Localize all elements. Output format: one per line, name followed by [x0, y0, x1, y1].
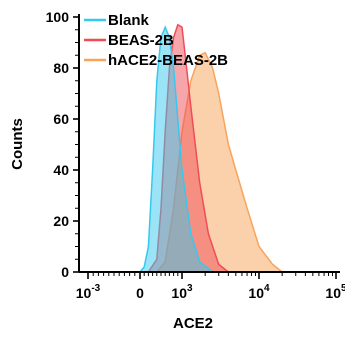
y-tick-label: 100: [46, 9, 70, 25]
legend-label: Blank: [108, 12, 150, 29]
legend-label: hACE2-BEAS-2B: [108, 52, 228, 69]
x-tick-label: 105: [325, 283, 345, 301]
y-ticks: 0 20 40 60 80 100: [46, 9, 79, 280]
x-tick-label: 0: [136, 285, 144, 301]
y-tick-label: 20: [53, 213, 69, 229]
x-ticks: 10-3 0 103 104 105: [76, 272, 345, 301]
x-tick-label: 10-3: [76, 283, 101, 301]
y-tick-label: 0: [61, 264, 69, 280]
y-axis-title: Counts: [9, 118, 26, 170]
x-axis-title: ACE2: [173, 315, 213, 332]
x-tick-label: 104: [248, 283, 270, 301]
y-tick-label: 80: [53, 60, 69, 76]
series-area-blank: [124, 25, 215, 273]
y-tick-label: 40: [53, 162, 69, 178]
legend-label: BEAS-2B: [108, 32, 174, 49]
legend: Blank BEAS-2B hACE2-BEAS-2B: [84, 12, 228, 69]
y-tick-label: 60: [53, 111, 69, 127]
x-tick-label: 103: [171, 283, 193, 301]
series-layer: [124, 23, 285, 273]
